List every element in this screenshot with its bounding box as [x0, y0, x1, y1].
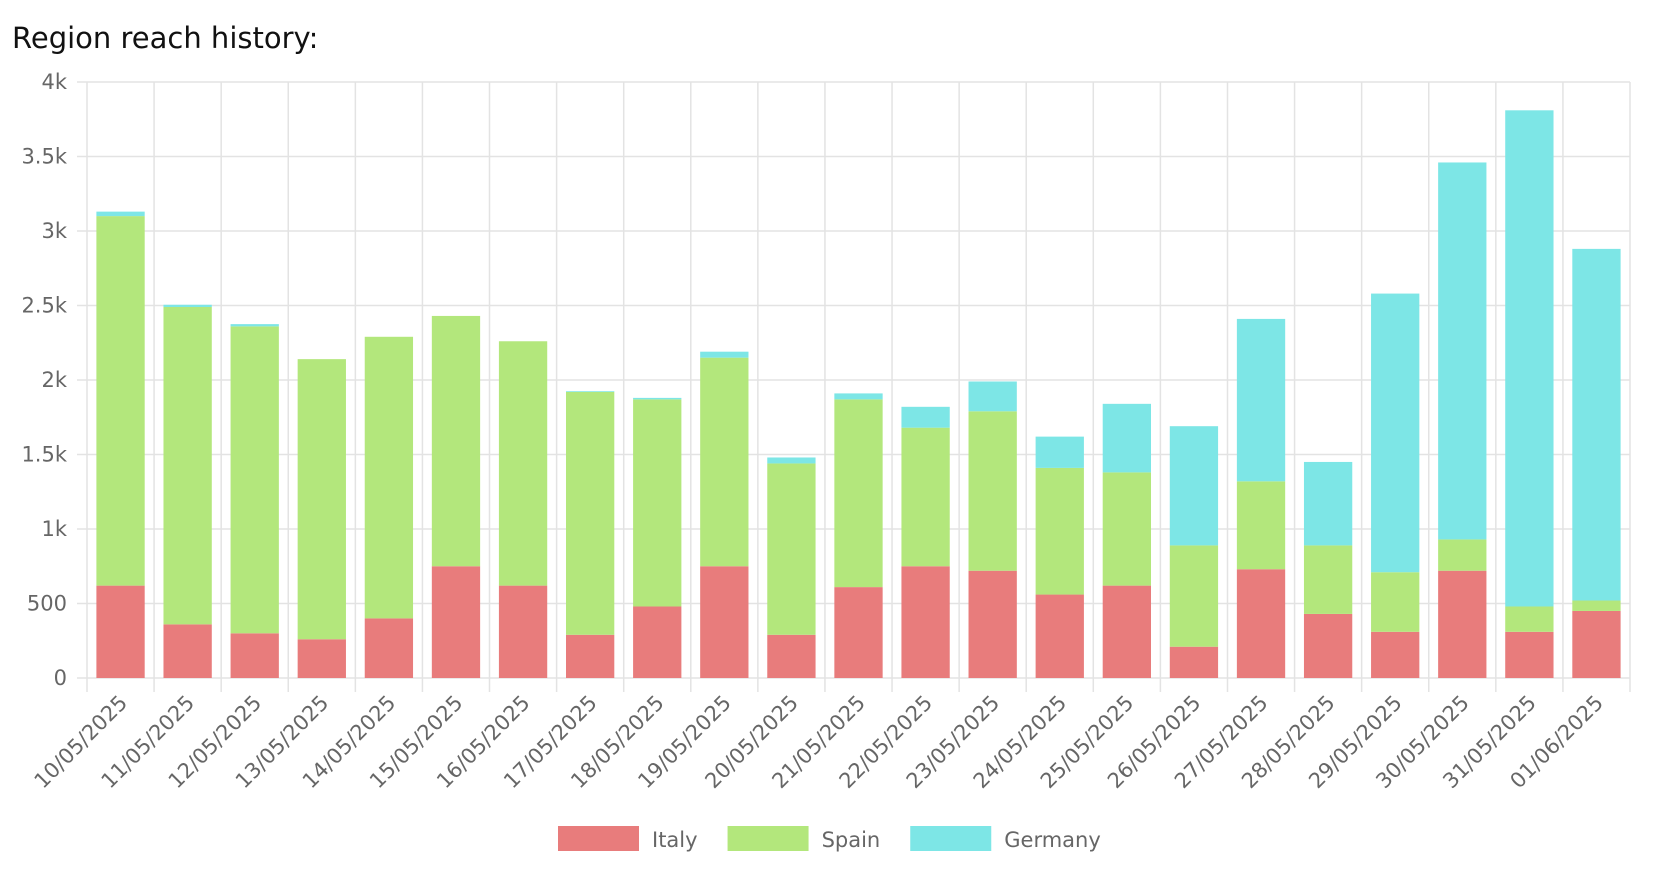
bar — [1438, 539, 1487, 571]
bar — [700, 357, 749, 567]
bar — [1035, 594, 1084, 678]
bar — [633, 399, 682, 607]
bar — [566, 391, 615, 635]
bar — [1035, 467, 1084, 595]
bar — [1438, 570, 1487, 678]
bar — [297, 639, 346, 678]
y-tick-label: 2.5k — [21, 294, 67, 318]
bar — [968, 570, 1017, 678]
bar — [431, 566, 481, 678]
bar — [767, 463, 816, 635]
chart-title: Region reach history: — [12, 21, 318, 55]
bar — [1505, 606, 1554, 632]
bar — [1505, 110, 1554, 607]
bar — [834, 587, 883, 678]
bar — [1169, 646, 1219, 678]
bar — [700, 351, 749, 358]
bar — [1303, 461, 1353, 546]
bar — [633, 606, 682, 678]
bar — [1371, 572, 1420, 632]
bar — [1371, 631, 1420, 678]
bar — [1236, 481, 1286, 570]
bar — [1236, 318, 1286, 482]
bar — [163, 304, 212, 307]
y-tick-label: 0 — [54, 666, 67, 690]
y-tick-label: 1k — [41, 517, 67, 541]
y-tick-label: 3.5k — [21, 145, 67, 169]
bar — [364, 336, 414, 619]
legend-swatch — [727, 826, 809, 851]
y-tick-label: 3k — [41, 219, 67, 243]
bar — [1169, 545, 1219, 647]
bar — [566, 634, 615, 678]
bar — [767, 457, 816, 464]
bar — [297, 359, 346, 640]
y-tick-label: 500 — [27, 592, 67, 616]
bar — [163, 624, 212, 678]
legend-label: Italy — [652, 828, 698, 852]
y-tick-label: 2k — [41, 368, 67, 392]
bar — [1236, 569, 1286, 678]
bar — [163, 306, 212, 625]
legend-swatch — [558, 826, 639, 851]
bar — [700, 566, 749, 678]
bar — [834, 399, 883, 588]
bar — [1102, 585, 1151, 678]
bar — [1572, 248, 1621, 601]
bar — [1303, 545, 1353, 614]
bar — [566, 391, 615, 392]
bar — [834, 393, 883, 400]
y-tick-label: 4k — [41, 70, 67, 94]
bar — [96, 211, 145, 217]
bar — [1572, 610, 1621, 678]
bar — [230, 324, 279, 327]
legend-label: Germany — [1004, 828, 1101, 852]
bar — [901, 566, 950, 678]
bar — [1035, 436, 1084, 468]
y-tick-label: 1.5k — [21, 443, 67, 467]
bar — [96, 585, 145, 678]
bar — [1572, 600, 1621, 611]
bar — [968, 381, 1017, 412]
bar — [96, 216, 145, 586]
legend-swatch — [910, 826, 992, 851]
legend-label: Spain — [822, 828, 881, 852]
bar — [230, 326, 279, 634]
bar — [1303, 613, 1353, 678]
bar — [1438, 162, 1487, 540]
bar — [1102, 403, 1151, 473]
bar — [633, 397, 682, 400]
bar — [1102, 472, 1151, 586]
bar — [901, 427, 950, 567]
bar — [431, 315, 481, 567]
bar — [901, 406, 950, 428]
bar — [968, 411, 1017, 571]
bar — [767, 634, 816, 678]
bar — [364, 618, 414, 678]
bar — [498, 585, 548, 678]
bar — [1505, 631, 1554, 678]
bar — [1371, 293, 1420, 573]
bar — [498, 341, 548, 586]
bar — [230, 633, 279, 678]
bar — [1169, 426, 1219, 546]
